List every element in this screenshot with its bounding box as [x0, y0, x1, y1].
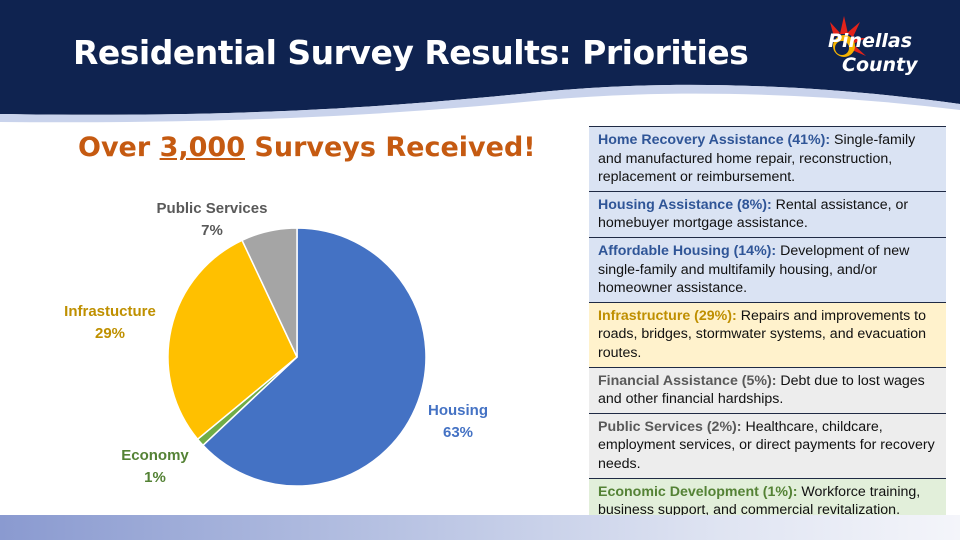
row-description: Debt due to lost wages and other financi…	[598, 372, 925, 408]
header-background	[0, 0, 960, 123]
survey-count-heading: Over 3,000 Surveys Received!	[78, 132, 536, 163]
pie-label-public-services-value: 7%	[201, 222, 223, 239]
table-row: Home Recovery Assistance (41%): Single-f…	[589, 127, 946, 192]
table-row: Financial Assistance (5%): Debt due to l…	[589, 367, 946, 414]
sun-burst-logo-icon	[830, 16, 866, 57]
row-title: Financial Assistance (5%):	[598, 372, 777, 389]
row-description: Development of new single-family and mul…	[598, 242, 910, 297]
row-description: Healthcare, childcare, employment servic…	[598, 418, 935, 472]
row-title: Economic Development (1%):	[598, 483, 798, 500]
row-description: Repairs and improvements to roads, bridg…	[598, 307, 927, 361]
priorities-table: Home Recovery Assistance (41%): Single-f…	[589, 126, 946, 525]
pie-label-economy-name: Economy	[121, 447, 189, 464]
row-title: Infrastructure (29%):	[598, 307, 737, 324]
pie-label-infrastucture: Infrastucture 29%	[50, 301, 170, 345]
pie-label-public-services: Public Services 7%	[142, 198, 282, 242]
table-row: Affordable Housing (14%): Development of…	[589, 237, 946, 303]
page-title: Residential Survey Results: Priorities	[73, 33, 749, 72]
pie-label-economy: Economy 1%	[110, 445, 200, 489]
logo-text-line1: Pinellas	[828, 30, 913, 52]
footer-bar	[0, 515, 960, 540]
row-title: Public Services (2%):	[598, 418, 742, 435]
row-description: Single-family and manufactured home repa…	[598, 132, 916, 186]
logo-text-line2: County	[842, 54, 918, 76]
pinellas-county-logo: Pinellas County	[820, 14, 950, 94]
row-description: Rental assistance, or homebuyer mortgage…	[598, 196, 909, 232]
pie-label-housing-value: 63%	[442, 424, 474, 441]
pie-slice-housing	[201, 227, 427, 487]
table-row: Housing Assistance (8%): Rental assistan…	[589, 191, 946, 238]
subtitle-suffix: Surveys Received!	[245, 132, 536, 163]
subtitle-prefix: Over	[78, 132, 160, 163]
pie-slice-public-services	[241, 227, 298, 358]
row-title: Affordable Housing (14%):	[598, 242, 777, 259]
row-title: Housing Assistance (8%):	[598, 196, 772, 213]
header-banner: Residential Survey Results: Priorities P…	[0, 0, 960, 125]
pie-label-public-services-name: Public Services	[156, 200, 268, 217]
row-description: Workforce training, business support, an…	[598, 483, 921, 519]
survey-count-number: 3,000	[159, 132, 245, 163]
table-row: Public Services (2%): Healthcare, childc…	[589, 413, 946, 479]
row-title: Home Recovery Assistance (41%):	[598, 132, 831, 148]
pie-label-infrastucture-name: Infrastucture	[64, 303, 156, 320]
priorities-pie-chart	[167, 227, 427, 487]
table-row: Infrastructure (29%): Repairs and improv…	[589, 302, 946, 368]
pie-label-economy-value: 1%	[144, 469, 166, 486]
pie-label-housing: Housing 63%	[418, 400, 498, 444]
pie-label-housing-name: Housing	[428, 402, 488, 419]
pie-label-infrastucture-value: 29%	[94, 325, 126, 342]
